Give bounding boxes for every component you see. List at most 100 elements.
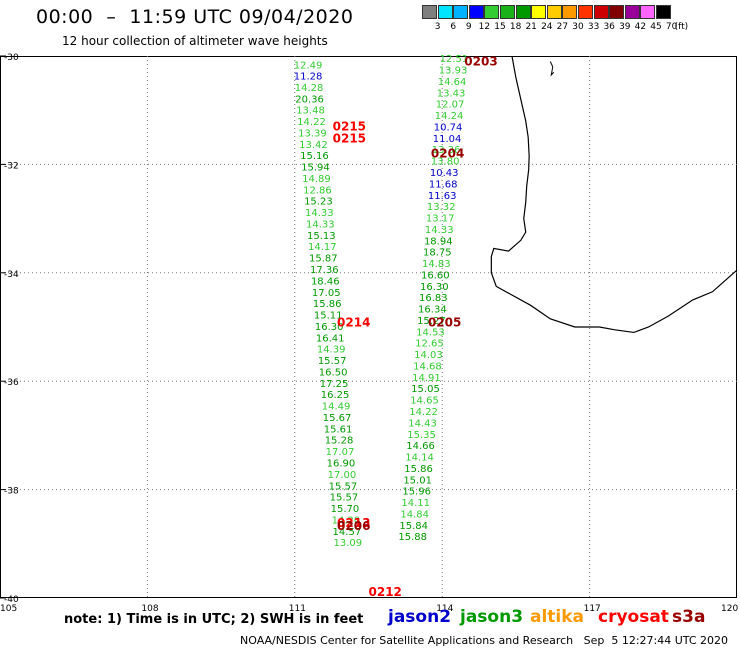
- swh-value: 14.17: [308, 242, 337, 253]
- time-label: 0205: [428, 316, 461, 330]
- swh-value: 18.75: [423, 248, 452, 259]
- scale-swatch: [546, 5, 562, 19]
- swh-value: 17.25: [320, 379, 349, 390]
- satellite-label-cryosat: cryosat: [598, 607, 669, 627]
- scale-label: 12: [478, 22, 491, 32]
- swh-value: 14.11: [401, 498, 430, 509]
- lon-label: 108: [141, 604, 158, 614]
- swh-value: 15.84: [399, 521, 428, 532]
- swh-value: 14.68: [413, 361, 442, 372]
- swh-value: 14.64: [438, 77, 467, 88]
- scale-label: 6: [450, 22, 457, 32]
- swh-value: 12.65: [415, 339, 444, 350]
- scale-swatch: [437, 5, 453, 19]
- swh-value: 15.57: [330, 493, 359, 504]
- swh-value: 12.51: [440, 54, 469, 65]
- swh-value: 17.36: [310, 265, 339, 276]
- swh-value: 11.68: [429, 179, 458, 190]
- scale-label: 39: [619, 22, 631, 32]
- time-label: 0212: [369, 585, 402, 599]
- swh-value: 14.39: [317, 345, 346, 356]
- swh-value: 15.88: [398, 532, 427, 543]
- swh-value: 12.07: [436, 100, 465, 111]
- time-label: 0206: [337, 519, 370, 533]
- time-label: 0203: [464, 54, 497, 68]
- satellite-label-altika: altika: [530, 607, 585, 627]
- map-subtitle: 12 hour collection of altimeter wave hei…: [62, 34, 328, 48]
- time-label: 0204: [431, 146, 464, 160]
- swh-value: 15.16: [300, 151, 329, 162]
- scale-label: 27: [556, 22, 569, 32]
- swh-value: 13.32: [427, 202, 456, 213]
- swh-value: 16.41: [316, 333, 345, 344]
- map-title: 00:00 – 11:59 UTC 09/04/2020: [36, 6, 354, 28]
- scale-label: 15: [494, 22, 506, 32]
- lon-label: 105: [0, 604, 17, 614]
- lon-label: 111: [289, 604, 306, 614]
- swh-value: 18.94: [424, 236, 453, 247]
- scale-label: 30: [572, 22, 584, 32]
- scale-label: 24: [541, 22, 553, 32]
- swh-value: 16.50: [319, 367, 348, 378]
- swh-value: 16.25: [321, 390, 350, 401]
- swh-value: 14.65: [410, 396, 439, 407]
- swh-value: 14.84: [400, 509, 429, 520]
- time-label: 0215: [333, 119, 366, 133]
- scale-label: 42: [634, 22, 647, 32]
- scale-swatch: [593, 5, 609, 19]
- lon-label: 120: [721, 604, 738, 614]
- scale-label: 3: [434, 22, 441, 32]
- lat-label: -30: [4, 53, 19, 63]
- swh-value: 14.83: [422, 259, 451, 270]
- scale-swatch: [656, 5, 671, 19]
- scale-label: 70: [665, 22, 678, 32]
- swh-value: 20.36: [295, 94, 324, 105]
- swh-value: 13.17: [426, 214, 455, 225]
- credit-line: NOAA/NESDIS Center for Satellite Applica…: [240, 634, 729, 647]
- swh-value: 15.87: [309, 254, 338, 265]
- swh-value: 17.05: [312, 288, 341, 299]
- scale-swatch: [515, 5, 531, 19]
- scale-swatch: [500, 5, 515, 19]
- scale-swatch: [531, 5, 547, 19]
- scale-label: 18: [509, 22, 522, 32]
- time-label: 0214: [337, 316, 370, 330]
- swh-value: 15.11: [314, 311, 343, 322]
- time-label: 0215: [333, 131, 366, 145]
- scale-swatch: [640, 5, 656, 19]
- map-frame: [0, 56, 737, 598]
- swh-value: 14.91: [412, 373, 441, 384]
- scale-label: 21: [525, 22, 537, 32]
- swh-value: 15.86: [404, 464, 433, 475]
- swh-value: 15.27: [417, 316, 446, 327]
- swh-value: 15.94: [301, 163, 330, 174]
- lat-label: -34: [4, 270, 19, 280]
- swh-value: 16.30: [420, 282, 449, 293]
- coastline: [490, 55, 738, 334]
- island: [549, 61, 555, 77]
- swh-value: 11.63: [428, 191, 457, 202]
- swh-value: 17.00: [328, 470, 357, 481]
- swh-value: 14.49: [322, 402, 351, 413]
- swh-value: 15.57: [318, 356, 347, 367]
- lon-label: 114: [436, 604, 453, 614]
- scale-label: 33: [587, 22, 600, 32]
- scale-unit: (ft): [674, 22, 689, 32]
- swh-value: 11.04: [433, 134, 462, 145]
- lat-label: -32: [4, 161, 19, 171]
- satellite-label-s3a: s3a: [672, 607, 706, 627]
- scale-swatch: [609, 5, 625, 19]
- swh-value: 13.43: [437, 88, 466, 99]
- swh-value: 13.09: [334, 538, 363, 549]
- swh-value: 10.43: [430, 168, 459, 179]
- swh-value: 14.43: [408, 418, 437, 429]
- swh-value: 17.07: [326, 447, 355, 458]
- swh-value: 13.36: [432, 145, 461, 156]
- swh-value: 14.66: [406, 441, 435, 452]
- scale-label: 36: [603, 22, 615, 32]
- swh-value: 13.80: [431, 157, 460, 168]
- swh-value: 15.28: [325, 436, 354, 447]
- swh-value: 14.28: [295, 83, 324, 94]
- swh-value: 14.33: [306, 219, 335, 230]
